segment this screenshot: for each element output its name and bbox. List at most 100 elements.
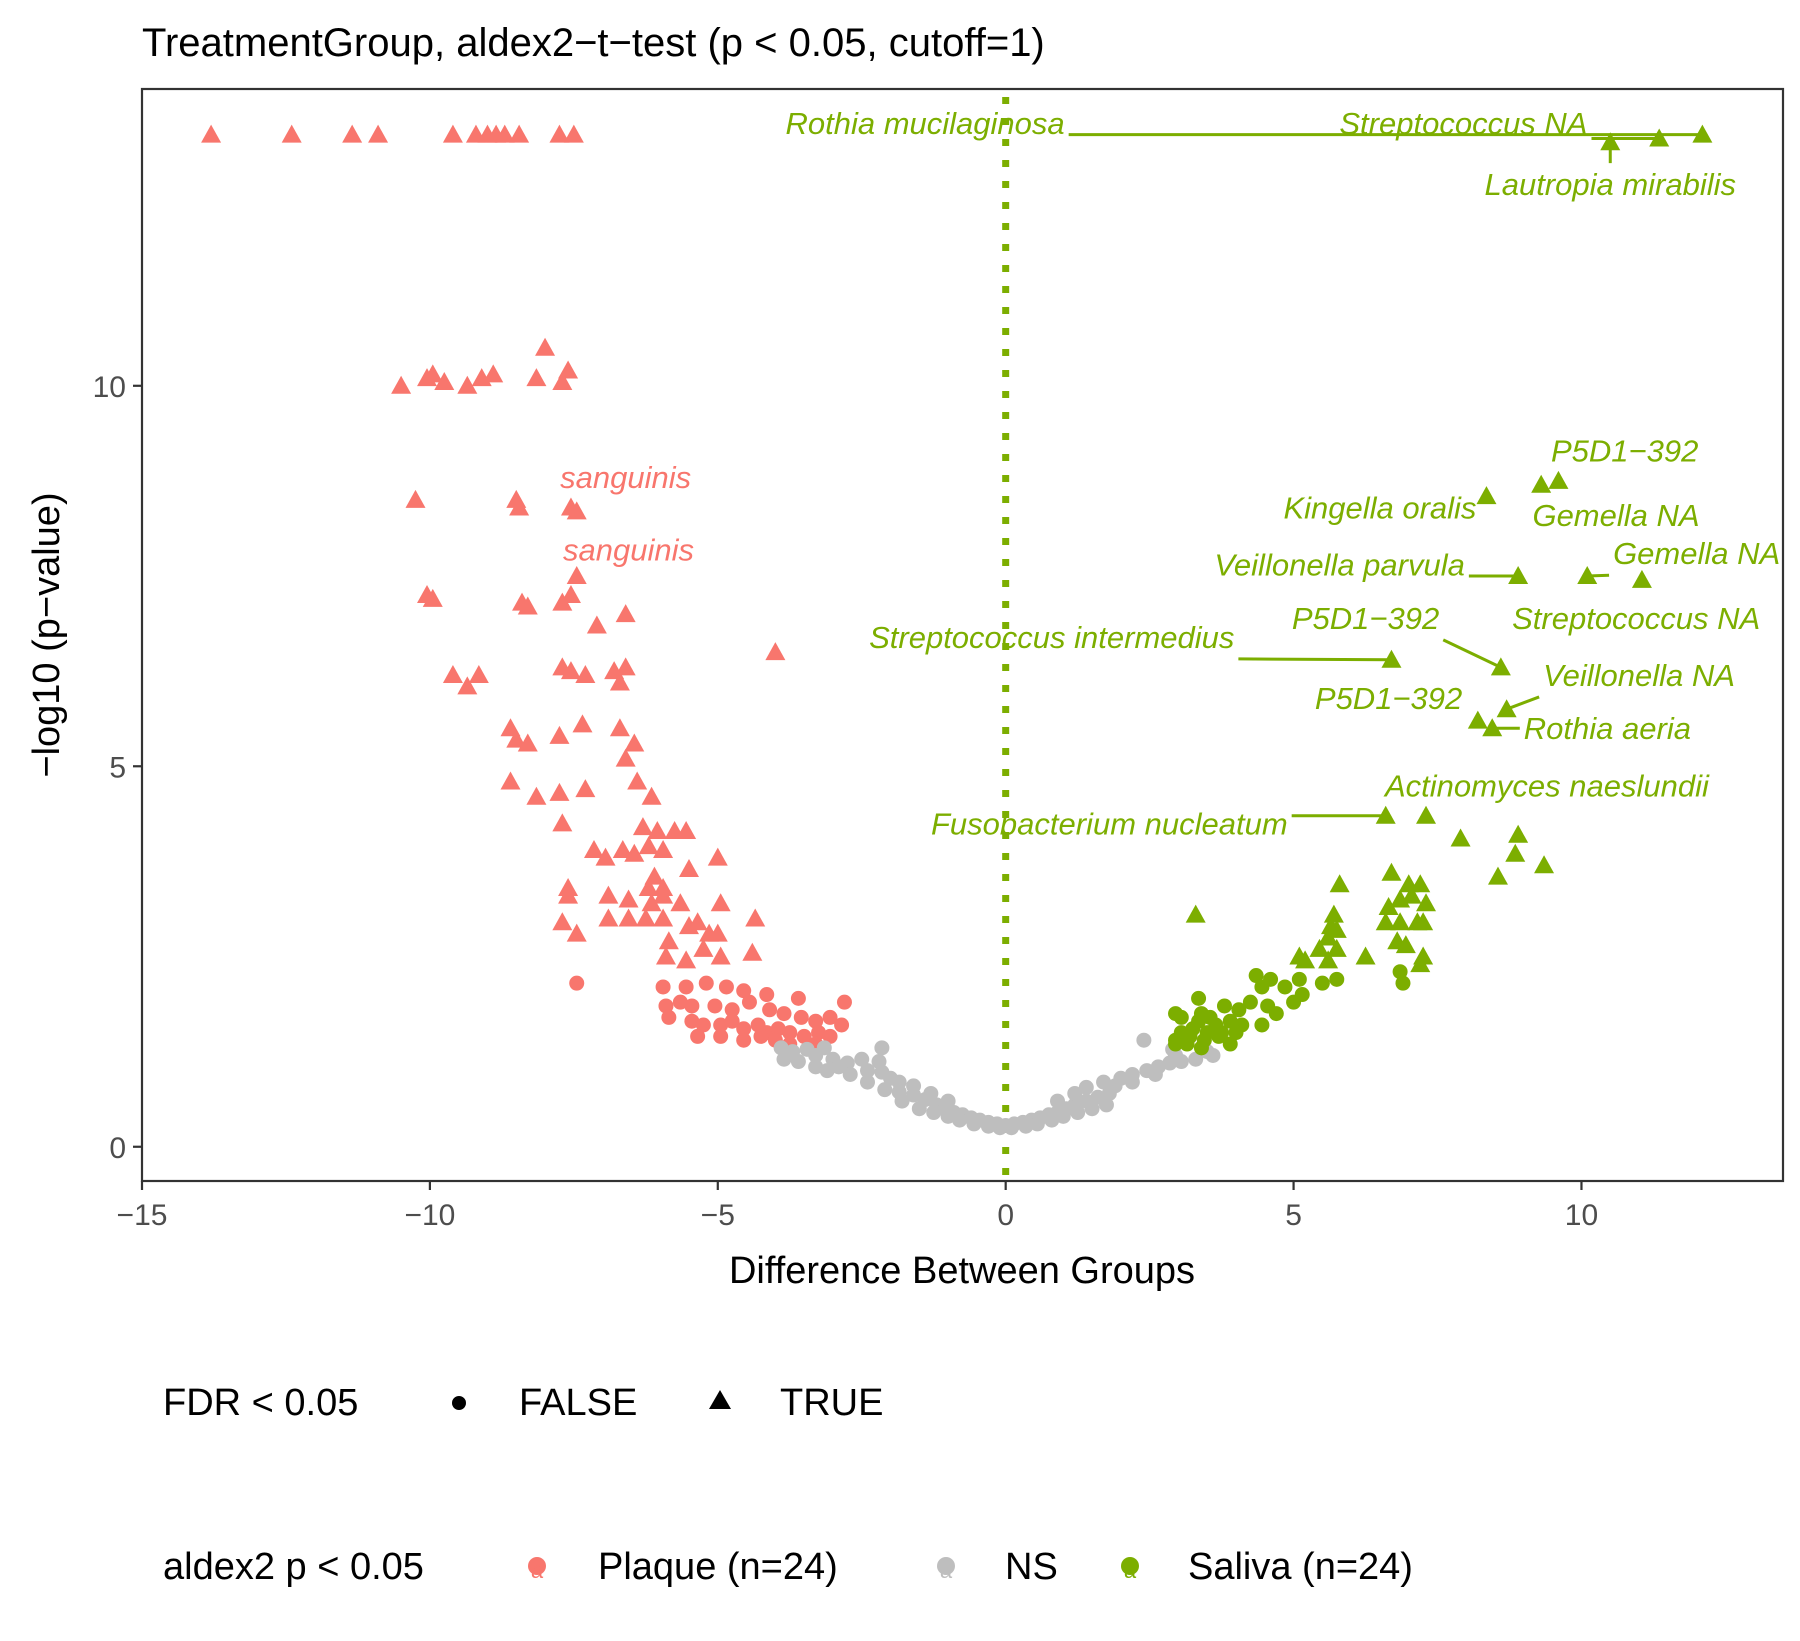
legend-shape-false: FALSE xyxy=(519,1382,637,1424)
legend-saliva-label: Saliva (n=24) xyxy=(1188,1546,1413,1588)
ns-point-fdr-false xyxy=(859,1074,875,1090)
ns-point-fdr-false xyxy=(877,1082,893,1098)
x-axis-title: Difference Between Groups xyxy=(729,1250,1195,1292)
saliva-point-fdr-true xyxy=(1508,824,1529,843)
plaque-point-fdr-true xyxy=(638,836,659,855)
saliva-point-fdr-false xyxy=(1248,968,1264,984)
plaque-point-fdr-true xyxy=(535,337,556,356)
plaque-point-fdr-true xyxy=(635,908,656,927)
saliva-point-fdr-false xyxy=(1222,1036,1238,1052)
saliva-point-fdr-false xyxy=(1193,1040,1209,1056)
plaque-point-fdr-true xyxy=(745,908,766,927)
plaque-point-fdr-true xyxy=(566,566,587,585)
plaque-point-fdr-true xyxy=(494,124,515,143)
x-tick-label: 0 xyxy=(997,1199,1014,1232)
saliva-point-fdr-true xyxy=(1631,569,1652,588)
plaque-point-fdr-true xyxy=(509,124,530,143)
plaque-point-fdr-false xyxy=(695,1017,711,1033)
legend-saliva-key xyxy=(1121,1557,1139,1575)
annotation-leader xyxy=(1587,573,1610,578)
saliva-point-fdr-true xyxy=(1309,938,1330,957)
ns-point-fdr-false xyxy=(859,1063,875,1079)
plaque-point-fdr-true xyxy=(679,859,699,877)
legend-triangle-key xyxy=(709,1390,731,1409)
legend-shape-title: FDR < 0.05 xyxy=(163,1382,358,1424)
saliva-point-fdr-true xyxy=(1476,486,1497,505)
plaque-point-fdr-true xyxy=(618,889,639,908)
annotation-label: Streptococcus intermedius xyxy=(869,620,1234,655)
plaque-point-fdr-false xyxy=(724,1013,740,1029)
plaque-point-fdr-true xyxy=(552,813,573,832)
plaque-point-fdr-true xyxy=(483,364,504,383)
saliva-point-fdr-true xyxy=(1450,828,1471,847)
plaque-point-fdr-true xyxy=(566,923,587,942)
saliva-point-fdr-true xyxy=(1600,132,1621,151)
plaque-point-fdr-true xyxy=(710,946,731,965)
plaque-point-fdr-false xyxy=(822,1028,838,1044)
plaque-point-fdr-true xyxy=(526,368,547,387)
ns-point-fdr-false xyxy=(1147,1066,1163,1082)
plaque-point-fdr-true xyxy=(457,676,478,695)
saliva-point-fdr-false xyxy=(1392,964,1408,980)
plaque-point-fdr-true xyxy=(765,642,786,661)
plaque-point-fdr-true xyxy=(638,878,659,897)
saliva-point-fdr-true xyxy=(1416,805,1437,824)
plaque-point-fdr-true xyxy=(457,375,478,394)
saliva-point-fdr-false xyxy=(1168,1036,1184,1052)
plaque-point-fdr-false xyxy=(808,1013,824,1029)
plaque-point-fdr-true xyxy=(468,664,489,683)
plaque-point-fdr-true xyxy=(707,847,728,866)
ns-point-fdr-false xyxy=(1029,1116,1045,1132)
plaque-point-fdr-true xyxy=(517,596,538,615)
legend-color: aldex2 p < 0.05 a Plaque (n=24) a NS a S… xyxy=(163,1546,1413,1588)
chart-title: TreatmentGroup, aldex2−t−test (p < 0.05,… xyxy=(142,21,1045,65)
ns-point-fdr-false xyxy=(1098,1097,1114,1113)
saliva-point-fdr-true xyxy=(1487,866,1508,885)
saliva-point-fdr-false xyxy=(1254,979,1270,995)
ns-point-fdr-false xyxy=(923,1085,939,1101)
plaque-point-fdr-false xyxy=(684,1013,700,1029)
axes: −15 −10 −5 0 5 10 0 5 10 xyxy=(93,371,1599,1232)
plaque-point-fdr-true xyxy=(615,604,636,623)
plaque-point-fdr-true xyxy=(653,908,674,927)
legend-plaque-label: Plaque (n=24) xyxy=(598,1546,838,1588)
annotation-label: Streptococcus NA xyxy=(1339,106,1587,141)
plaque-point-fdr-true xyxy=(653,885,674,904)
plaque-point-fdr-true xyxy=(641,786,662,805)
plaque-point-fdr-true xyxy=(653,839,674,858)
annotation-label: Kingella oralis xyxy=(1283,491,1476,526)
saliva-point-fdr-true xyxy=(1185,904,1206,923)
saliva-point-fdr-false xyxy=(1242,994,1258,1010)
saliva-point-fdr-true xyxy=(1395,935,1416,954)
plaque-point-fdr-true xyxy=(609,672,630,691)
saliva-point-fdr-false xyxy=(1277,979,1293,995)
plaque-point-fdr-true xyxy=(595,847,616,866)
saliva-point-fdr-false xyxy=(1216,998,1232,1014)
ns-point-fdr-false xyxy=(980,1118,996,1134)
plaque-point-fdr-false xyxy=(796,1028,812,1044)
plaque-point-fdr-true xyxy=(506,729,527,748)
plaque-point-fdr-true xyxy=(658,931,679,950)
saliva-point-fdr-true xyxy=(1323,904,1344,923)
plaque-point-fdr-false xyxy=(736,1021,752,1037)
saliva-point-fdr-true xyxy=(1378,897,1399,916)
ns-point-fdr-false xyxy=(926,1105,942,1121)
ns-point-fdr-false xyxy=(992,1120,1008,1136)
plaque-point-fdr-true xyxy=(560,661,581,680)
plaque-point-fdr-false xyxy=(741,994,757,1010)
ns-point-fdr-false xyxy=(1096,1074,1112,1090)
plaque-point-fdr-true xyxy=(575,664,596,683)
x-tick-label: −15 xyxy=(117,1199,168,1232)
ns-point-fdr-false xyxy=(1124,1074,1140,1090)
plaque-point-fdr-true xyxy=(618,908,639,927)
ns-point-fdr-false xyxy=(911,1101,927,1117)
saliva-point-fdr-false xyxy=(1268,1006,1284,1022)
annotation-label: Gemella NA xyxy=(1532,498,1699,533)
annotation-label: sanguinis xyxy=(560,460,691,495)
saliva-point-fdr-false xyxy=(1211,1028,1227,1044)
plaque-point-fdr-true xyxy=(558,360,579,379)
plaque-point-fdr-false xyxy=(822,1009,838,1025)
annotation-label: sanguinis xyxy=(563,532,694,567)
plaque-point-fdr-true xyxy=(647,820,668,839)
plaque-point-fdr-true xyxy=(201,124,222,143)
